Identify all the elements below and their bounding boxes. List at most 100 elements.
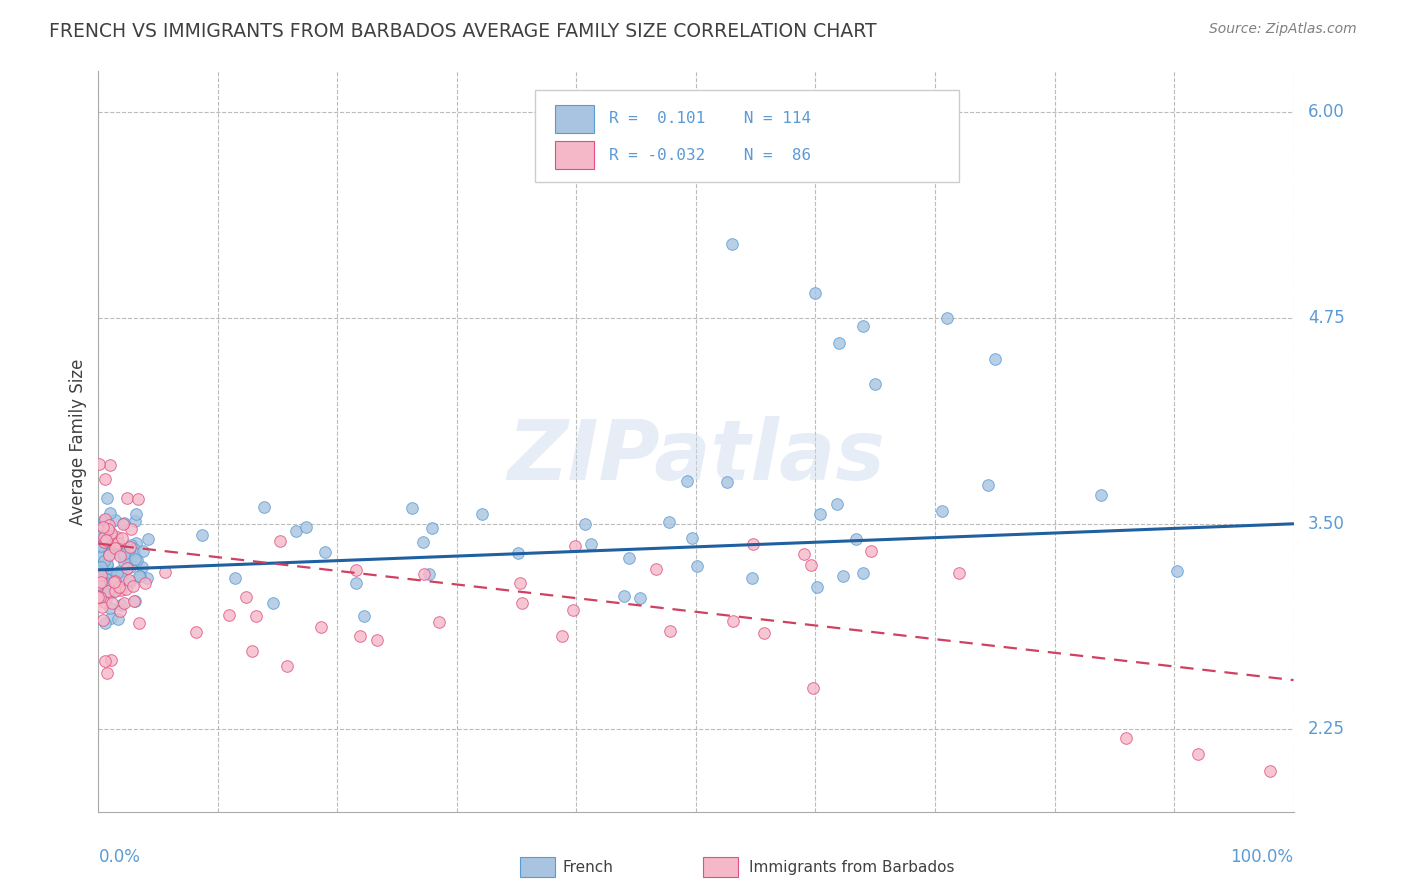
Point	[852, 566, 875, 581]
FancyBboxPatch shape	[555, 104, 595, 133]
FancyBboxPatch shape	[534, 90, 959, 183]
Point	[118, 559, 141, 574]
Point	[806, 580, 828, 594]
Point	[240, 643, 263, 657]
Point	[832, 568, 855, 582]
Point	[96, 558, 118, 572]
Point	[98, 517, 121, 532]
Point	[128, 568, 150, 582]
Point	[551, 629, 574, 643]
Point	[90, 519, 112, 533]
Text: FRENCH VS IMMIGRANTS FROM BARBADOS AVERAGE FAMILY SIZE CORRELATION CHART: FRENCH VS IMMIGRANTS FROM BARBADOS AVERA…	[49, 22, 877, 41]
Y-axis label: Average Family Size: Average Family Size	[69, 359, 87, 524]
Point	[936, 311, 959, 326]
Point	[931, 504, 953, 518]
Point	[87, 564, 110, 578]
Text: Source: ZipAtlas.com: Source: ZipAtlas.com	[1209, 22, 1357, 37]
Point	[89, 529, 111, 543]
Point	[132, 543, 155, 558]
Point	[91, 520, 114, 534]
Point	[97, 584, 120, 599]
Point	[89, 591, 111, 605]
Point	[96, 558, 118, 573]
Point	[429, 615, 451, 630]
Point	[101, 596, 124, 610]
Point	[245, 608, 267, 623]
Point	[98, 547, 121, 561]
Point	[793, 548, 815, 562]
Point	[96, 576, 118, 591]
Point	[93, 595, 115, 609]
Point	[118, 553, 141, 567]
Point	[645, 562, 668, 576]
Point	[269, 533, 291, 548]
Point	[741, 571, 763, 585]
Point	[984, 352, 1007, 367]
Text: 6.00: 6.00	[1308, 103, 1344, 121]
Point	[344, 575, 367, 590]
Point	[752, 626, 775, 640]
Point	[422, 521, 444, 535]
Point	[100, 653, 122, 667]
Point	[97, 566, 120, 581]
Point	[948, 566, 970, 581]
Point	[97, 522, 120, 536]
Text: Immigrants from Barbados: Immigrants from Barbados	[749, 861, 955, 875]
Text: 100.0%: 100.0%	[1230, 848, 1294, 866]
Point	[110, 598, 132, 612]
Point	[90, 574, 112, 588]
Point	[191, 527, 214, 541]
Point	[127, 552, 149, 566]
Point	[1090, 488, 1112, 502]
Point	[721, 615, 744, 629]
Text: R =  0.101    N = 114: R = 0.101 N = 114	[609, 112, 811, 127]
Point	[218, 608, 240, 623]
Point	[276, 658, 298, 673]
Point	[681, 531, 703, 545]
Point	[108, 549, 131, 563]
Point	[87, 457, 110, 471]
Point	[252, 500, 274, 515]
Point	[509, 575, 531, 590]
Point	[101, 539, 124, 553]
Point	[125, 536, 148, 550]
Point	[628, 591, 651, 605]
Point	[801, 681, 824, 696]
Point	[716, 475, 738, 490]
Point	[104, 583, 127, 598]
Point	[353, 608, 375, 623]
Point	[852, 319, 875, 334]
Point	[122, 546, 145, 560]
Point	[564, 539, 586, 553]
Point	[107, 535, 129, 549]
Point	[103, 583, 125, 598]
Point	[742, 537, 765, 551]
Text: 2.25: 2.25	[1308, 721, 1346, 739]
Point	[91, 532, 114, 546]
Point	[96, 533, 118, 548]
Point	[91, 549, 114, 563]
Point	[96, 572, 118, 586]
Point	[648, 122, 672, 136]
Point	[349, 629, 371, 643]
Point	[93, 513, 115, 527]
Point	[111, 531, 134, 545]
Point	[105, 530, 128, 544]
Point	[125, 507, 148, 521]
Text: 4.75: 4.75	[1308, 310, 1344, 327]
Point	[309, 620, 332, 634]
Point	[90, 574, 112, 589]
Point	[122, 541, 145, 556]
Point	[117, 574, 139, 588]
Point	[89, 578, 111, 592]
Point	[506, 546, 529, 560]
Point	[845, 532, 868, 546]
Point	[124, 551, 146, 566]
Point	[808, 507, 831, 521]
Point	[1166, 564, 1188, 578]
Point	[112, 549, 135, 564]
Point	[977, 477, 1000, 491]
FancyBboxPatch shape	[555, 141, 595, 169]
Point	[262, 596, 284, 610]
Point	[110, 547, 132, 561]
